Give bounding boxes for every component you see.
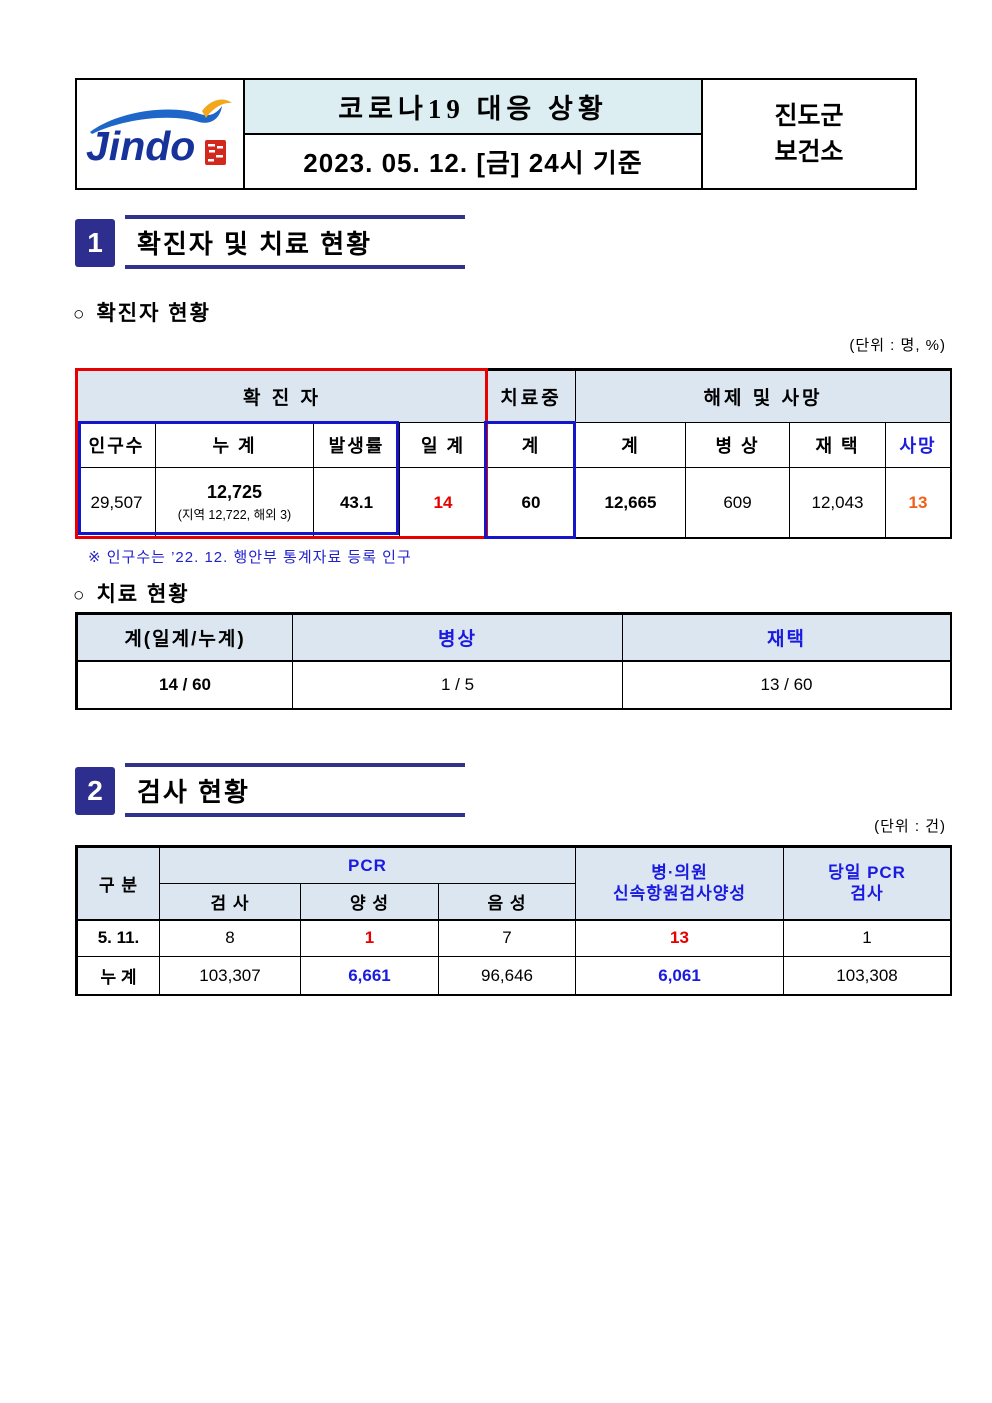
circle-bullet-icon: ○ [73,585,87,606]
value-cumulative: 12,725 (지역 12,722, 해외 3) [155,467,314,538]
col-header-released-total: 계 [575,422,686,468]
value-cumulative-note: (지역 12,722, 해외 3) [177,508,292,522]
group-header-confirmed: 확 진 자 [77,370,487,423]
tests-header-positive: 양 성 [300,883,439,921]
jindo-logo-graphic: Jindo [86,99,232,169]
value-hospital: 609 [685,467,790,538]
tests-row1-negative: 7 [437,919,577,957]
org-line-2: 보건소 [774,138,844,166]
value-death: 13 [884,467,952,538]
tests-row1-tested: 8 [159,919,301,957]
col-header-incidence: 발생률 [313,422,400,468]
col-header-treat-total: 계 [486,422,576,468]
section1-banner: 1 확진자 및 치료 현황 [75,215,475,269]
circle-bullet-icon: ○ [73,304,87,325]
treatment-value-total: 14 / 60 [77,660,293,709]
confirmed-status-heading: ○ 확진자 현황 [73,297,211,327]
population-footnote: ※ 인구수는 ’22. 12. 행안부 통계자료 등록 인구 [88,549,412,566]
treatment-status-heading: ○ 치료 현황 [73,578,190,608]
tests-row2-label: 누 계 [77,956,160,995]
section2-banner: 2 검사 현황 [75,763,475,817]
tests-header-sameday-line2: 검사 [850,884,884,904]
tests-row2-rat-positive: 6,061 [575,956,785,995]
group-header-released-death: 해제 및 사망 [574,370,952,423]
value-daily: 14 [399,467,487,538]
tests-header-sameday-pcr: 당일 PCR 검사 [783,847,952,921]
col-header-population: 인구수 [77,422,156,468]
tests-row1-label: 5. 11. [77,919,160,957]
document-header: Jindo 코로나19 대응 상황 2023. 05. 12. [금] 24시 … [75,78,917,190]
treatment-table: 계(일계/누계) 병상 재택 14 / 60 1 / 5 13 / 60 [75,612,952,710]
tests-header-pcr-group: PCR [158,847,577,884]
confirmed-cases-table: 확 진 자 치료중 해제 및 사망 인구수 누 계 발생률 일 계 계 계 병 … [75,368,952,539]
jindo-logo-text: Jindo [86,123,195,169]
group-header-in-treatment: 치료중 [486,370,576,423]
tests-row2-tested: 103,307 [159,956,301,995]
value-released-total: 12,665 [575,467,686,538]
section1-number-badge: 1 [75,219,115,267]
value-population: 29,507 [77,467,156,538]
col-header-cumulative: 누 계 [155,422,314,468]
treatment-status-heading-text: 치료 현황 [96,583,190,606]
tests-row1-sameday: 1 [783,919,952,957]
tests-header-rat-line2: 신속항원검사양성 [612,884,747,904]
value-incidence: 43.1 [313,467,400,538]
value-home: 12,043 [789,467,886,538]
section2-number-badge: 2 [75,767,115,815]
jindo-logo: Jindo [77,80,245,188]
tests-row2-negative: 96,646 [437,956,577,995]
value-cumulative-total: 12,725 [206,482,263,502]
unit-label-cases: (단위 : 건) [874,818,946,835]
col-header-hospital: 병 상 [685,422,790,468]
section2-title: 검사 현황 [125,763,465,817]
col-header-home: 재 택 [789,422,886,468]
col-header-daily: 일 계 [399,422,487,468]
tests-header-rat-line1: 병·의원 [651,863,708,882]
tests-row2-positive: 6,661 [300,956,439,995]
tests-header-negative: 음 성 [437,883,577,921]
report-title: 코로나19 대응 상황 [245,80,701,135]
tests-row2-sameday: 103,308 [783,956,952,995]
tests-corner-header: 구 분 [77,847,160,921]
treatment-value-home: 13 / 60 [622,660,951,709]
table-row: 누 계 103,307 6,661 96,646 6,061 103,308 [77,956,952,995]
tests-header-tested: 검 사 [159,883,301,921]
table-row: 5. 11. 8 1 7 13 1 [77,919,952,957]
treatment-header-home: 재택 [622,614,951,662]
treatment-value-hospital: 1 / 5 [292,660,623,709]
tests-row1-rat-positive: 13 [575,919,785,957]
confirmed-status-heading-text: 확진자 현황 [96,302,211,325]
col-header-death: 사망 [884,422,952,468]
value-treat-total: 60 [486,467,576,538]
report-date: 2023. 05. 12. [금] 24시 기준 [303,148,643,178]
organization-name: 진도군 보건소 [701,80,915,188]
tests-header-rat: 병·의원 신속항원검사양성 [575,847,785,921]
section1-title: 확진자 및 치료 현황 [125,215,465,269]
tests-row1-positive: 1 [300,919,439,957]
treatment-header-hospital: 병상 [292,614,623,662]
tests-table: 구 분 PCR 병·의원 신속항원검사양성 당일 PCR 검사 검 사 양 성 … [75,845,952,996]
unit-label-persons: (단위 : 명, %) [849,337,946,354]
tests-header-sameday-line1: 당일 PCR [828,863,906,882]
org-line-1: 진도군 [774,101,844,130]
treatment-header-total: 계(일계/누계) [77,614,293,662]
